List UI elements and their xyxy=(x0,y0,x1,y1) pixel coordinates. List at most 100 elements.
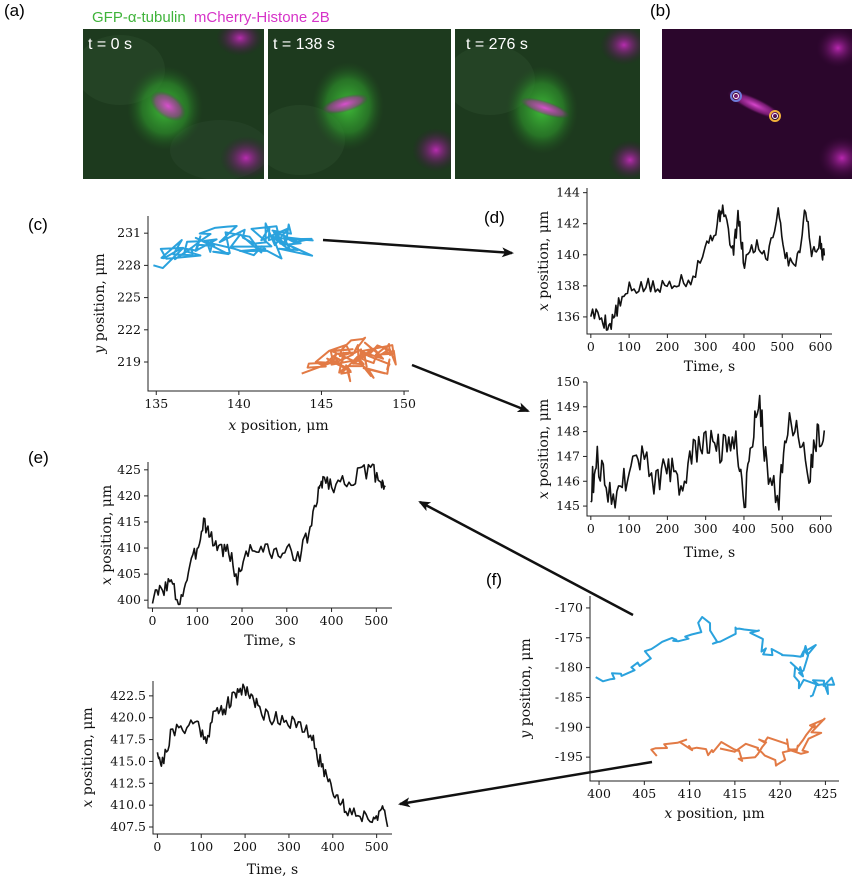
y-axis-label: x position, μm xyxy=(536,399,552,499)
y-axis-label: x position, μm xyxy=(80,707,96,807)
microscopy-frame-2 xyxy=(268,29,451,179)
x-tick-label: 600 xyxy=(809,339,833,354)
arrow-c-to-d-bottom xyxy=(411,363,530,413)
tracked-spot-blue xyxy=(730,90,742,102)
series-blue-line xyxy=(153,222,314,270)
x-tick-label: 600 xyxy=(809,521,833,536)
axes-frame xyxy=(586,382,832,517)
y-tick-label: 225 xyxy=(117,290,141,305)
panel-label-a: (a) xyxy=(4,1,25,20)
x-tick-label: 200 xyxy=(655,521,679,536)
x-tick-label: 400 xyxy=(732,339,756,354)
y-tick-label: 219 xyxy=(117,354,141,369)
y-tick-label: 148 xyxy=(556,424,580,439)
y-tick-label: 417.5 xyxy=(110,732,146,747)
y-tick-label: 400 xyxy=(117,592,141,607)
y-tick-label: -185 xyxy=(555,689,583,704)
y-tick-label: 420.0 xyxy=(110,710,146,725)
panel-label-f: (f) xyxy=(486,570,502,589)
y-tick-label: -190 xyxy=(555,719,583,734)
x-tick-label: 100 xyxy=(185,613,209,628)
x-tick-label: 0 xyxy=(153,839,161,854)
series-black-line xyxy=(151,463,386,606)
series-black-line xyxy=(590,204,826,331)
x-tick-label: 140 xyxy=(227,396,251,411)
frame-time-2: t = 138 s xyxy=(273,36,335,53)
y-tick-label: 146 xyxy=(556,473,580,488)
y-tick-label: 150 xyxy=(556,374,580,389)
y-tick-label: 231 xyxy=(117,225,141,240)
y-tick-label: 140 xyxy=(556,247,580,262)
series-orange-line xyxy=(301,336,397,383)
arrow-c-to-d-top xyxy=(322,238,514,258)
x-tick-label: 300 xyxy=(694,339,718,354)
x-tick-label: 0 xyxy=(149,613,157,628)
tracking-image xyxy=(662,29,852,179)
y-tick-label: 138 xyxy=(556,278,580,293)
y-tick-label: -175 xyxy=(555,630,583,645)
y-tick-label: 415.0 xyxy=(110,753,146,768)
x-tick-label: 425 xyxy=(813,786,837,801)
chart-d-bottom-timeseries: 0 100 200 300 400 500 600 145 146 147 148 149 150 Tim… xyxy=(536,374,832,561)
y-tick-label: 136 xyxy=(556,309,580,324)
y-tick-label: 228 xyxy=(117,257,141,272)
y-tick-label: 222 xyxy=(117,322,141,337)
x-tick-label: 200 xyxy=(655,339,679,354)
chart-d-top-timeseries: 0 100 200 300 400 500 600 136 138 140 142 144 Time, … xyxy=(536,185,832,375)
x-tick-label: 405 xyxy=(632,786,656,801)
x-tick-label: 300 xyxy=(694,521,718,536)
y-tick-label: -195 xyxy=(555,749,583,764)
x-axis-label: Time, s xyxy=(247,862,298,878)
y-tick-label: 412.5 xyxy=(110,775,146,790)
title-histone: mCherry-Histone 2B xyxy=(194,9,330,26)
y-tick-label: 149 xyxy=(556,399,580,414)
axes-frame xyxy=(152,681,392,835)
axes-frame xyxy=(147,462,392,609)
y-tick-label: 147 xyxy=(556,448,580,463)
series-orange-line xyxy=(650,717,826,767)
x-tick-label: 0 xyxy=(587,521,595,536)
y-tick-label: -180 xyxy=(555,660,583,675)
x-tick-label: 500 xyxy=(364,613,388,628)
x-tick-label: 135 xyxy=(144,396,168,411)
y-tick-label: 415 xyxy=(117,514,141,529)
y-tick-label: 420 xyxy=(117,488,141,503)
x-tick-label: 415 xyxy=(723,786,747,801)
chart-e-top-timeseries: 0 100 200 300 400 500 400 405 410 415 420 425 Time, … xyxy=(99,462,392,649)
y-tick-label: 405 xyxy=(117,566,141,581)
x-tick-label: 300 xyxy=(277,839,301,854)
panel-label-d: (d) xyxy=(484,208,505,227)
x-tick-label: 500 xyxy=(365,839,389,854)
chart-e-bottom-timeseries: 0 100 200 300 400 500 407.5 410.0 412.5 415.0 417.… xyxy=(80,681,392,878)
panel-label-c: (c) xyxy=(28,215,48,234)
microscopy-frame-1 xyxy=(83,29,264,179)
panel-label-b: (b) xyxy=(650,1,671,20)
y-tick-label: 410 xyxy=(117,540,141,555)
x-tick-label: 200 xyxy=(233,839,257,854)
y-tick-label: -170 xyxy=(555,600,583,615)
chart-f-trajectories: 400 405 410 415 420 425 -170 -175 -180 -185 -190 -1… xyxy=(518,596,839,822)
x-axis-label: x position, μm xyxy=(228,418,328,434)
x-axis-label: Time, s xyxy=(244,633,295,649)
x-tick-label: 410 xyxy=(678,786,702,801)
x-tick-label: 150 xyxy=(392,396,416,411)
x-axis-label: Time, s xyxy=(684,359,735,375)
title-tubulin: GFP-α-tubulin xyxy=(92,9,186,26)
x-tick-label: 420 xyxy=(768,786,792,801)
arrow-f-to-e-bottom xyxy=(398,760,653,808)
x-axis-label: x position, μm xyxy=(664,806,764,822)
x-tick-label: 400 xyxy=(732,521,756,536)
series-blue-line xyxy=(595,616,836,698)
x-axis-label: Time, s xyxy=(684,545,735,561)
y-tick-label: 407.5 xyxy=(110,819,146,834)
y-tick-label: 145 xyxy=(556,498,580,513)
x-tick-label: 100 xyxy=(189,839,213,854)
y-axis-label: x position, μm xyxy=(536,211,552,311)
x-tick-label: 500 xyxy=(770,521,794,536)
svg-text:GFP-α-tubulin mCherry-Hist: GFP-α-tubulin mCherry-Histone 2B xyxy=(92,9,330,26)
frame-time-3: t = 276 s xyxy=(466,36,528,53)
x-tick-label: 100 xyxy=(617,521,641,536)
y-axis-label: y position, μm xyxy=(518,638,534,739)
y-tick-label: 425 xyxy=(117,462,141,477)
